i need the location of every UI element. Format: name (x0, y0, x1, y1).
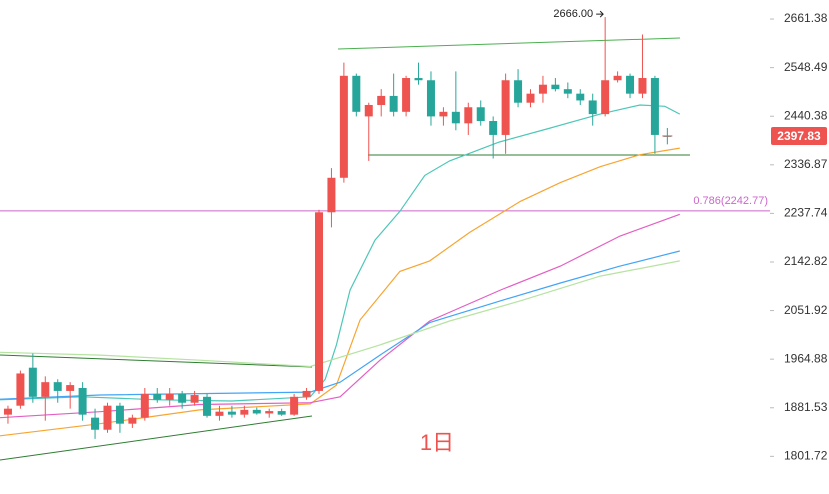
candle-body (91, 417, 100, 430)
moving-average (0, 260, 680, 368)
candle-body (178, 393, 187, 403)
candle-body (203, 396, 212, 416)
candle-body (364, 104, 373, 117)
candle-body (3, 408, 12, 415)
y-tick-label: 2440.38 (784, 108, 828, 122)
last-price-label: 2397.83 (777, 129, 821, 143)
candle-body (426, 80, 435, 117)
fib-label: 0.786(2242.77) (693, 195, 768, 207)
y-tick-label: 1881.53 (784, 400, 828, 414)
candle-body (526, 93, 535, 103)
trendline (337, 37, 681, 50)
annotation-arrow (596, 10, 604, 18)
candle-body (489, 121, 498, 135)
candle-body (588, 100, 597, 115)
candle-body (252, 409, 261, 414)
y-tick-label: 2548.49 (784, 60, 828, 74)
candle-body (389, 95, 398, 112)
candle-body (128, 417, 137, 424)
y-tick-label: 2237.74 (784, 206, 828, 220)
candle-body (414, 78, 423, 81)
candle-body (339, 75, 348, 178)
candle-body (563, 89, 572, 94)
candle-body (576, 93, 585, 101)
candle-body (78, 387, 87, 415)
candle-body (626, 75, 635, 94)
last-price-box (771, 126, 827, 145)
moving-average (0, 250, 680, 400)
candle-body (551, 84, 560, 90)
candle-body (227, 411, 236, 415)
y-tick-label: 1964.88 (784, 351, 828, 365)
candle-body (165, 393, 174, 400)
y-tick-label: 2336.87 (784, 157, 828, 171)
candle-body (215, 411, 224, 416)
y-tick-label: 2051.92 (784, 303, 828, 317)
y-tick-label: 1801.72 (784, 449, 828, 463)
candle-body (439, 111, 448, 117)
y-tick-label: 2661.38 (784, 11, 828, 25)
moving-average (0, 147, 680, 437)
candle-body (153, 393, 162, 400)
candle-body (327, 177, 336, 213)
moving-average (0, 213, 681, 419)
candle-body (638, 78, 647, 94)
candle-body (601, 80, 610, 115)
candle-body (314, 212, 323, 391)
candle-body (538, 84, 547, 94)
candle-body (265, 411, 274, 414)
candle-body (501, 80, 510, 135)
high-annotation: 2666.00 (553, 8, 593, 20)
candle-body (28, 367, 37, 397)
candle-body (451, 111, 460, 124)
candle-body (650, 78, 659, 135)
candle-body (240, 409, 249, 415)
trendlines (0, 37, 690, 461)
trendline (0, 415, 313, 461)
candle-body (514, 80, 523, 103)
y-tick-label: 2142.82 (784, 254, 828, 268)
candle-body (53, 382, 62, 391)
candle-body (115, 405, 124, 424)
candle-body (464, 107, 473, 124)
period-label: 1日 (420, 430, 454, 455)
candle-body (190, 395, 199, 403)
candle-body (402, 78, 411, 112)
candle-body (352, 75, 361, 112)
candle-body (140, 393, 149, 418)
candle-body (302, 390, 311, 397)
candle-body (377, 95, 386, 105)
candle-body (476, 107, 485, 122)
trendline (0, 354, 313, 368)
candle-body (613, 75, 622, 81)
candle-body (16, 373, 25, 406)
candle-body (277, 411, 286, 415)
candle-body (290, 396, 299, 415)
candle-body (41, 382, 50, 397)
candle-body (103, 405, 112, 430)
candle-body (66, 385, 75, 391)
